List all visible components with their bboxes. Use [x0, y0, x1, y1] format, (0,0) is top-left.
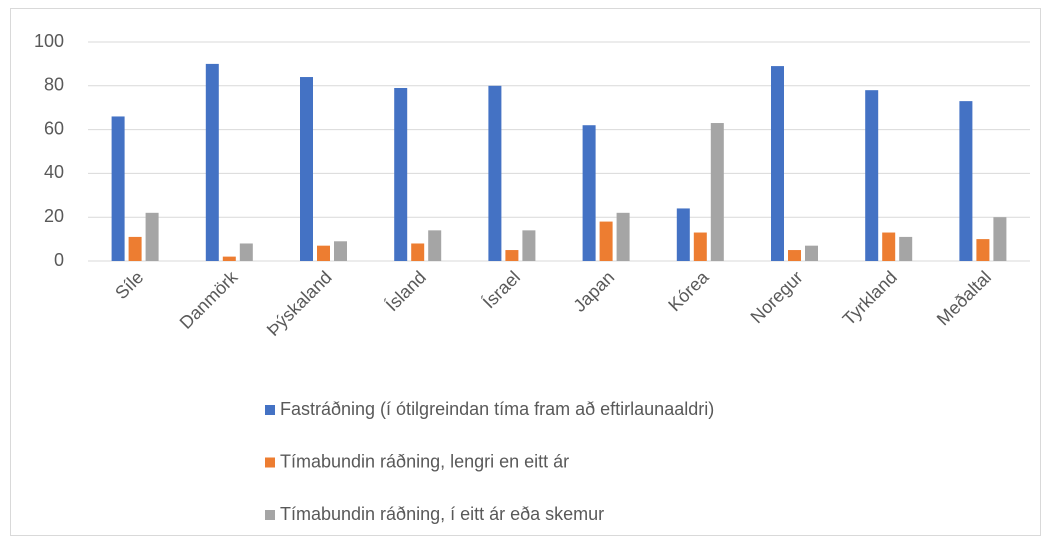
- bar: [334, 241, 347, 261]
- bar: [976, 239, 990, 261]
- bar: [488, 85, 502, 261]
- bar: [882, 232, 896, 261]
- y-tick-label: 100: [34, 31, 64, 51]
- y-tick-label: 20: [44, 206, 64, 226]
- bar: [771, 66, 784, 261]
- bar: [222, 256, 236, 261]
- bar: [788, 250, 801, 261]
- bar: [710, 123, 724, 261]
- legend-label: Fastráðning (í ótilgreindan tíma fram að…: [280, 399, 714, 419]
- bar: [522, 230, 536, 261]
- y-tick-label: 40: [44, 162, 64, 182]
- bar: [865, 90, 879, 262]
- bar: [145, 212, 159, 261]
- legend-swatch: [265, 510, 275, 520]
- y-tick-label: 80: [44, 75, 64, 95]
- bar: [428, 230, 442, 261]
- bar: [111, 116, 125, 262]
- bar: [317, 245, 330, 261]
- bar: [676, 208, 690, 261]
- bar: [993, 217, 1007, 261]
- bar: [300, 77, 313, 261]
- bar: [959, 101, 973, 261]
- bar: [505, 250, 519, 261]
- bar: [411, 243, 425, 261]
- y-tick-label: 60: [44, 118, 64, 138]
- legend-swatch: [265, 457, 275, 468]
- y-tick-label: 0: [54, 250, 64, 270]
- bar: [899, 236, 913, 261]
- legend-label: Tímabundin ráðning, í eitt ár eða skemur: [280, 504, 604, 524]
- legend-swatch: [265, 405, 275, 415]
- bar: [128, 236, 142, 261]
- bar: [239, 243, 253, 261]
- bar: [582, 125, 596, 261]
- bar: [394, 87, 408, 262]
- bar: [805, 245, 818, 261]
- bar: [693, 232, 707, 261]
- bar: [205, 63, 219, 262]
- bar: [616, 212, 630, 261]
- bar: [599, 221, 613, 261]
- legend-label: Tímabundin ráðning, lengri en eitt ár: [280, 451, 569, 471]
